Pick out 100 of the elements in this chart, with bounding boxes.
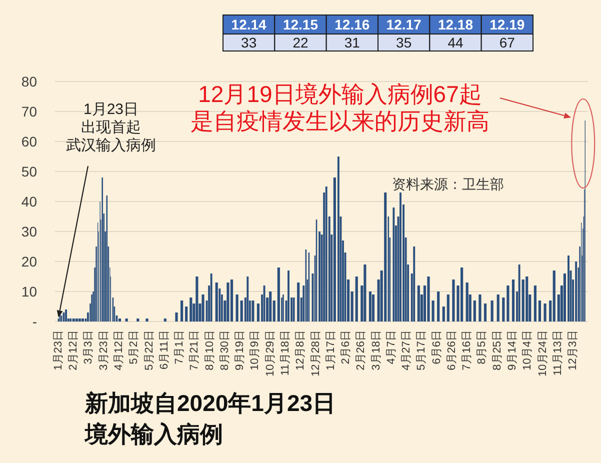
x-tick-label: 12月3日 — [567, 330, 580, 370]
x-tick-label: 3月3日 — [82, 330, 95, 364]
x-tick-label: 5月22日 — [143, 330, 156, 370]
x-tick-label: 11月18日 — [279, 330, 292, 376]
bar — [252, 300, 254, 322]
x-tick-label: 8月10日 — [204, 330, 216, 370]
x-tick-label: 4月12日 — [113, 330, 125, 370]
x-tick-label: 3月23日 — [98, 330, 110, 370]
x-tick-label: 11月13日 — [552, 330, 564, 376]
bar — [196, 276, 198, 322]
bar — [417, 286, 420, 322]
x-tick-label: 7月21日 — [188, 330, 201, 370]
x-tick-label: 10月9日 — [249, 330, 262, 370]
bar — [125, 318, 128, 322]
x-tick-label: 7月16日 — [461, 330, 474, 370]
annotation: 12月19日境外输入病例67起是自疫情发生以来的历史新高 — [190, 81, 490, 134]
y-tick-label: 70 — [21, 104, 38, 120]
data-label: 35 — [396, 34, 412, 50]
x-tick-label: 8月25日 — [491, 330, 504, 370]
bar — [75, 318, 78, 322]
text: 新加坡自2020年1月23日境外输入病例 — [84, 390, 336, 447]
x-tick-label: 8月5日 — [476, 330, 488, 364]
bar — [506, 286, 510, 322]
bar — [538, 300, 542, 322]
bar — [175, 312, 178, 322]
bar — [226, 282, 230, 322]
x-tick-label: 12月8日 — [294, 330, 307, 370]
x-tick-label: 12.14 — [231, 16, 267, 32]
bar — [136, 318, 140, 322]
x-tick-label: 2月26日 — [355, 330, 368, 370]
y-tick-label: 50 — [21, 164, 38, 180]
x-tick-label: 5月17日 — [416, 330, 428, 370]
bar — [368, 292, 372, 322]
bar — [502, 298, 505, 322]
bar — [81, 318, 84, 322]
x-tick-label: 2月12日 — [68, 330, 80, 370]
y-tick-label: 10 — [21, 284, 38, 300]
x-tick-label: 12.19 — [490, 16, 525, 32]
bar — [215, 282, 218, 322]
bar — [202, 294, 204, 322]
data-label: 33 — [241, 34, 257, 50]
x-tick-label: 4月27日 — [400, 330, 413, 370]
bar — [230, 280, 234, 322]
bar — [442, 306, 445, 322]
x-tick-label: 4月7日 — [385, 330, 398, 364]
data-label: 67 — [499, 34, 516, 50]
x-tick-label: 12.16 — [334, 16, 370, 32]
x-tick-label: 12.18 — [438, 16, 474, 32]
y-tick-label: 40 — [21, 194, 38, 210]
bar — [526, 276, 528, 322]
x-tick-label: 7月1日 — [174, 330, 186, 364]
bar — [78, 318, 81, 322]
bar — [496, 294, 500, 322]
bar — [164, 318, 166, 322]
bar — [466, 282, 468, 322]
x-tick-label: 1月23日 — [52, 330, 64, 370]
x-tick-label: 6月11日 — [158, 330, 170, 370]
x-tick-label: 10月4日 — [522, 330, 534, 370]
bar — [478, 294, 482, 322]
annotation: 1月23日出现首起武汉输入病例 — [66, 101, 156, 154]
bar — [552, 270, 556, 322]
x-tick-label: 6月6日 — [430, 330, 443, 364]
bar — [72, 318, 75, 322]
bar — [490, 300, 494, 322]
bar — [355, 276, 358, 322]
x-tick-label: 12.17 — [386, 16, 422, 32]
bar — [484, 304, 487, 322]
data-label: 44 — [448, 34, 464, 50]
x-tick-label: 1月17日 — [324, 330, 337, 370]
bar — [372, 294, 375, 322]
x-tick-label: 10月24日 — [536, 330, 549, 376]
annotation: 资料来源：卫生部 — [392, 176, 504, 192]
bar — [118, 318, 122, 322]
y-tick-label: 20 — [21, 254, 38, 270]
x-tick-label: 12.15 — [282, 16, 318, 32]
bar — [236, 294, 238, 322]
x-tick-label: 5月2日 — [128, 330, 140, 364]
bar — [364, 264, 366, 322]
y-tick-label: 80 — [21, 74, 38, 90]
x-tick-label: 9月19日 — [234, 330, 246, 370]
bar — [240, 300, 243, 322]
bar — [473, 300, 476, 322]
bar — [512, 280, 515, 322]
bar — [269, 292, 272, 322]
x-tick-label: 10月29日 — [264, 330, 276, 376]
data-label: 31 — [344, 34, 360, 50]
x-tick-label: 2月6日 — [340, 330, 352, 364]
bar — [185, 306, 188, 322]
y-tick-label: - — [32, 314, 38, 330]
x-tick-label: 8月30日 — [218, 330, 231, 370]
x-tick-label: 9月14日 — [506, 330, 518, 370]
bar — [180, 300, 184, 322]
bar — [190, 298, 192, 322]
bar — [277, 268, 280, 322]
y-tick-label: 60 — [21, 134, 38, 150]
bar — [146, 318, 148, 322]
bar — [437, 292, 440, 322]
bar — [534, 286, 536, 322]
x-tick-label: 3月18日 — [370, 330, 382, 370]
y-tick-label: 30 — [21, 224, 38, 240]
